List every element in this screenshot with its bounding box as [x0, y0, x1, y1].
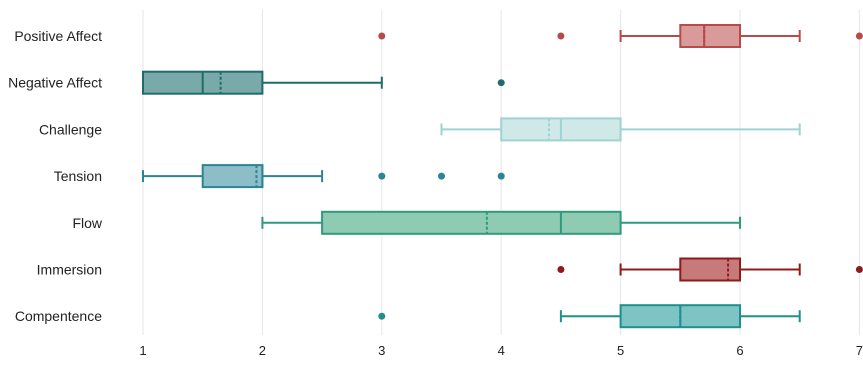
- outlier-point: [557, 266, 565, 273]
- x-tick-label: 7: [856, 343, 863, 358]
- x-tick-labels: 1 2 3 4 5 6 7: [139, 343, 863, 358]
- iqr-box: [321, 210, 622, 235]
- outlier-point: [438, 172, 445, 180]
- category-labels: Positive Affect Negative Affect Challenge T…: [8, 28, 103, 324]
- boxes: [142, 24, 863, 329]
- category-label-positive-affect: Positive Affect: [14, 28, 102, 44]
- x-tick-label: 6: [736, 343, 743, 358]
- outlier-point: [855, 266, 863, 273]
- iqr-box: [201, 164, 264, 189]
- outlier-point: [855, 32, 863, 40]
- x-tick-label: 3: [378, 343, 385, 358]
- box-flow: [261, 210, 741, 235]
- outlier-point: [557, 32, 565, 40]
- iqr-box: [679, 257, 741, 282]
- x-tick-label: 4: [498, 343, 505, 358]
- category-label-negative-affect: Negative Affect: [8, 75, 102, 91]
- outlier-point: [378, 172, 386, 180]
- category-label-challenge: Challenge: [39, 121, 102, 137]
- outlier-point: [378, 32, 386, 40]
- outlier-point: [378, 312, 386, 320]
- category-label-compentence: Compentence: [15, 308, 102, 324]
- x-tick-label: 5: [617, 343, 624, 358]
- box-tension: [142, 164, 505, 189]
- outlier-point: [497, 79, 505, 87]
- category-label-tension: Tension: [54, 168, 102, 184]
- box-immersion: [557, 257, 863, 282]
- outlier-point: [497, 172, 505, 180]
- iqr-box: [679, 24, 741, 48]
- box-compentence: [378, 304, 801, 329]
- grid-lines: [142, 10, 860, 335]
- category-label-immersion: Immersion: [37, 262, 102, 278]
- box-positive-affect: [378, 24, 863, 48]
- box-negative-affect: [142, 70, 505, 95]
- x-tick-label: 2: [259, 343, 266, 358]
- category-label-flow: Flow: [72, 215, 102, 231]
- x-tick-label: 1: [139, 343, 146, 358]
- box-challenge: [440, 117, 801, 142]
